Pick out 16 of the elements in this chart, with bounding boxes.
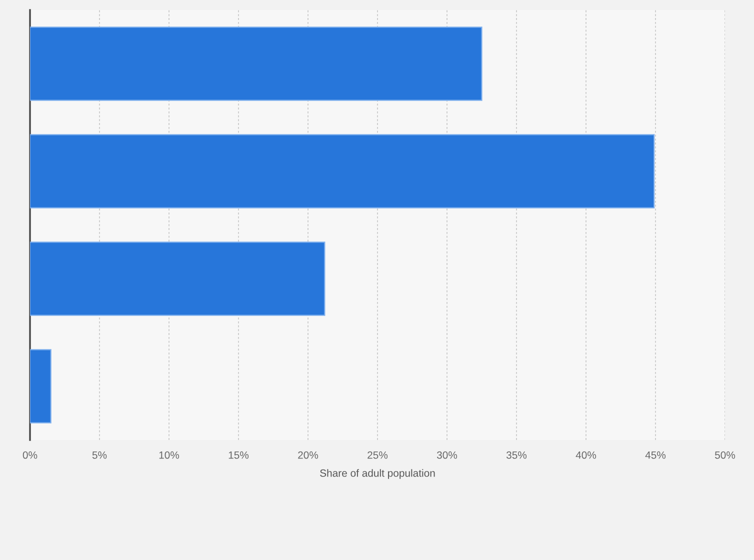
x-tick-label: 10% bbox=[159, 451, 180, 459]
x-tick-label: 25% bbox=[368, 451, 388, 459]
x-tick-label: 15% bbox=[228, 451, 249, 459]
x-tick-label: 20% bbox=[298, 451, 318, 459]
bar bbox=[30, 26, 482, 101]
x-tick-label: 30% bbox=[436, 451, 458, 459]
x-tick-label: 35% bbox=[506, 451, 527, 459]
bar bbox=[30, 134, 655, 208]
bar bbox=[30, 349, 52, 424]
bar bbox=[30, 242, 326, 316]
x-tick-label: 40% bbox=[576, 451, 596, 459]
x-tick-label: 0% bbox=[22, 451, 38, 459]
x-tick-label: 5% bbox=[92, 451, 107, 459]
x-tick-label: 45% bbox=[645, 451, 666, 459]
x-tick-label: 50% bbox=[714, 451, 736, 459]
x-axis-title: Share of adult population bbox=[320, 469, 435, 479]
